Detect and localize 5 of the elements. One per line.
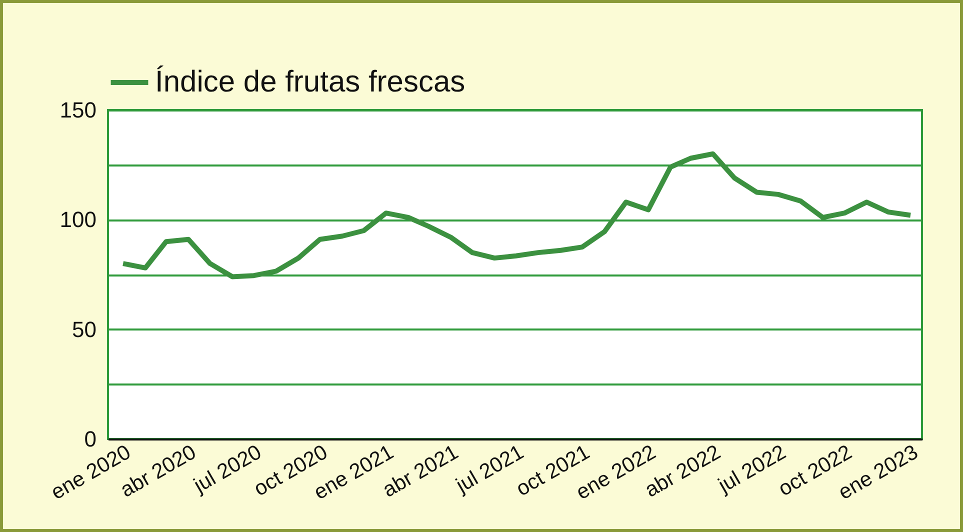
y-tick-label: 150 [60, 98, 96, 122]
y-tick-label: 100 [60, 207, 96, 232]
y-tick-label: 0 [84, 426, 96, 452]
y-tick-label: 50 [72, 316, 96, 342]
legend-label: Índice de frutas frescas [155, 64, 466, 98]
